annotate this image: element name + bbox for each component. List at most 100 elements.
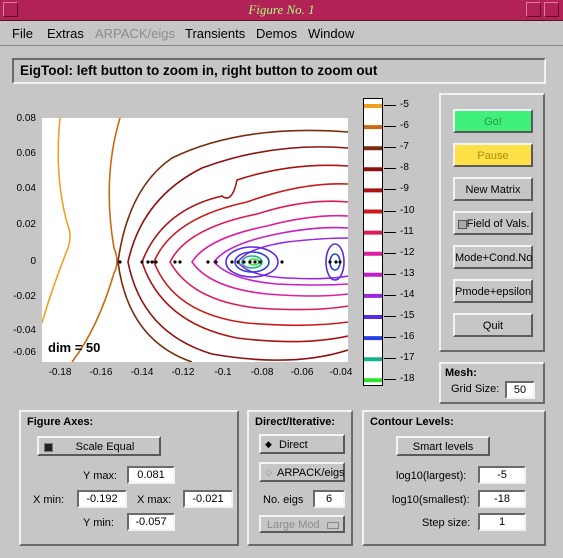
y-tick-label: 0.08 xyxy=(16,113,36,124)
colorbar-tick xyxy=(384,126,396,128)
colorbar-tick xyxy=(384,294,396,296)
y-tick-label: -0.04 xyxy=(13,325,36,336)
direct-iterative-panel: Direct/Iterative: ◆ Direct ◇ ARPACK/eigs… xyxy=(247,410,353,546)
colorbar-label: -5 xyxy=(400,99,409,110)
contour-levels-panel: Contour Levels: Smart levels log10(large… xyxy=(362,410,546,546)
colorbar-label: -11 xyxy=(400,225,414,237)
colorbar-tick xyxy=(384,273,396,275)
x-tick-label: -0.16 xyxy=(89,367,113,378)
xmin-field[interactable]: -0.192 xyxy=(77,490,127,508)
colorbar-tick xyxy=(384,316,396,317)
log-largest-label: log10(largest): xyxy=(396,470,467,482)
x-tick-label: -0.12 xyxy=(171,367,195,378)
mode-select-value: Large Mod xyxy=(267,519,320,531)
arpack-radio[interactable]: ◇ ARPACK/eigs xyxy=(259,462,345,482)
arpack-label: ARPACK/eigs xyxy=(277,467,345,479)
xmax-field[interactable]: -0.021 xyxy=(183,490,233,508)
checkbox-icon[interactable] xyxy=(44,443,53,452)
x-tick-label: -0.06 xyxy=(290,367,314,378)
radio-unselected-icon[interactable]: ◇ xyxy=(265,467,272,477)
pause-button[interactable]: Pause xyxy=(453,143,533,167)
colorbar-tick xyxy=(384,147,396,149)
y-tick-label: 0.02 xyxy=(16,219,36,230)
field-of-vals-button[interactable]: Field of Vals. xyxy=(453,211,533,235)
colorbar-label: -17 xyxy=(400,352,415,364)
neigs-label: No. eigs xyxy=(263,494,304,506)
colorbar-label: -9 xyxy=(400,183,409,195)
title-bar: Figure No. 1 xyxy=(0,0,563,21)
contour-levels-title: Contour Levels: xyxy=(370,416,454,428)
colorbar-label: -14 xyxy=(400,288,415,300)
colorbar-tick xyxy=(384,210,396,212)
colorbar-label: -16 xyxy=(400,331,415,343)
dropdown-icon[interactable] xyxy=(327,522,339,529)
x-tick-label: -0.1 xyxy=(214,367,232,378)
ymin-field[interactable]: -0.057 xyxy=(127,513,175,531)
neigs-field[interactable]: 6 xyxy=(313,490,345,508)
y-tick-label: 0.04 xyxy=(16,183,36,194)
pseudospectra-plot[interactable]: dim = 50 xyxy=(41,117,349,363)
colorbar-tick xyxy=(384,252,396,254)
grid-size-field[interactable]: 50 xyxy=(505,381,535,399)
step-size-field[interactable]: 1 xyxy=(478,513,526,531)
menu-extras[interactable]: Extras xyxy=(47,26,84,41)
colorbar xyxy=(363,98,383,386)
dim-annotation: dim = 50 xyxy=(48,340,101,355)
direct-radio[interactable]: ◆ Direct xyxy=(259,434,345,454)
colorbar-tick xyxy=(384,358,396,360)
colorbar-lines xyxy=(364,104,382,383)
checkbox-icon[interactable] xyxy=(458,220,467,229)
pmode-epsilon-button[interactable]: Pmode+epsilon xyxy=(453,279,533,303)
quit-button[interactable]: Quit xyxy=(453,313,533,337)
grid-size-label: Grid Size: xyxy=(451,383,500,395)
radio-selected-icon[interactable]: ◆ xyxy=(265,439,272,449)
window-menu-icon[interactable] xyxy=(3,2,18,17)
control-panel: Go! Pause New Matrix Field of Vals. Mode… xyxy=(439,93,545,352)
y-tick-label: -0.02 xyxy=(13,291,36,302)
direct-iterative-title: Direct/Iterative: xyxy=(255,416,336,428)
colorbar-tick xyxy=(384,337,396,339)
mesh-title: Mesh: xyxy=(445,367,477,379)
maximize-icon[interactable] xyxy=(544,2,559,17)
xmin-label: X min: xyxy=(33,494,65,506)
mode-select[interactable]: Large Mod xyxy=(259,515,345,533)
log-smallest-label: log10(smallest): xyxy=(392,494,470,506)
colorbar-tick xyxy=(384,231,396,233)
scale-equal-label: Scale Equal xyxy=(75,441,135,453)
colorbar-label: -8 xyxy=(400,162,409,174)
colorbar-tick xyxy=(384,105,396,106)
minimize-icon[interactable] xyxy=(526,2,541,17)
ymax-field[interactable]: 0.081 xyxy=(127,466,175,484)
colorbar-tick xyxy=(384,168,396,170)
colorbar-label: -6 xyxy=(400,120,409,132)
x-tick-label: -0.08 xyxy=(250,367,274,378)
mesh-panel: Mesh: Grid Size: 50 xyxy=(439,362,545,404)
colorbar-tick xyxy=(384,189,396,191)
y-tick-label: -0.06 xyxy=(13,347,36,358)
menu-transients[interactable]: Transients xyxy=(185,26,246,41)
step-size-label: Step size: xyxy=(422,517,471,529)
mode-cond-button[interactable]: Mode+Cond.No xyxy=(453,245,533,269)
field-of-vals-label: Field of Vals. xyxy=(466,218,530,230)
menu-arpack[interactable]: ARPACK/eigs xyxy=(95,26,175,41)
colorbar-label: -13 xyxy=(400,267,415,279)
new-matrix-button[interactable]: New Matrix xyxy=(453,177,533,201)
go-button[interactable]: Go! xyxy=(453,109,533,133)
y-tick-label: 0 xyxy=(30,256,36,267)
menu-window[interactable]: Window xyxy=(308,26,355,41)
xmax-label: X max: xyxy=(137,494,172,506)
menu-file[interactable]: File xyxy=(12,26,33,41)
scale-equal-toggle[interactable]: Scale Equal xyxy=(37,436,161,456)
direct-label: Direct xyxy=(279,439,308,451)
ymin-label: Y min: xyxy=(83,517,114,529)
log-smallest-field[interactable]: -18 xyxy=(478,490,526,508)
menu-demos[interactable]: Demos xyxy=(256,26,298,41)
colorbar-label: -7 xyxy=(400,141,409,153)
figure-axes-panel: Figure Axes: Scale Equal Y max: 0.081 X … xyxy=(19,410,239,546)
colorbar-label: -15 xyxy=(400,310,415,321)
contour-canvas[interactable] xyxy=(41,117,349,363)
smart-levels-button[interactable]: Smart levels xyxy=(396,436,490,456)
figure-axes-title: Figure Axes: xyxy=(27,416,94,428)
menu-bar: File Extras ARPACK/eigs Transients Demos… xyxy=(0,21,563,46)
log-largest-field[interactable]: -5 xyxy=(478,466,526,484)
